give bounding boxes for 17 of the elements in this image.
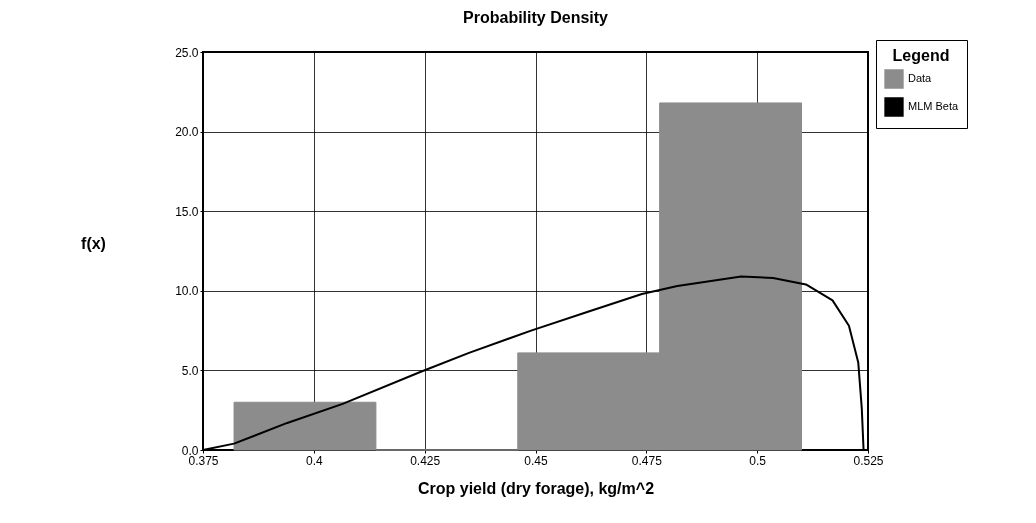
x-tick-label: 0.525 [853,453,884,468]
y-tick-label: 20.0 [175,125,199,140]
x-tick-label: 0.425 [410,453,441,468]
x-axis-title: Crop yield (dry forage), kg/m^2 [417,479,655,497]
y-tick-label: 15.0 [175,204,199,219]
legend-label: Data [908,72,933,84]
y-tick-label: 25.0 [175,45,199,60]
y-tick-label: 5.0 [181,363,199,378]
x-tick-label: 0.5 [749,453,767,468]
y-axis-title: f(x) [81,234,106,252]
legend-label: MLM Beta [908,100,960,112]
chart-title: Probability Density [463,8,609,26]
y-tick-label: 10.0 [175,284,199,299]
x-tick-label: 0.45 [524,453,548,468]
legend-title: Legend [892,47,950,64]
x-tick-label: 0.475 [631,453,663,468]
x-tick-label: 0.4 [305,453,323,468]
